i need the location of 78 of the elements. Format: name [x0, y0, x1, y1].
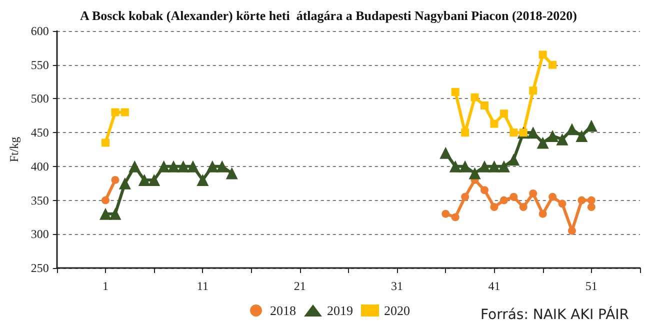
- point: [470, 93, 479, 102]
- point: [488, 160, 500, 172]
- x-tick-label: 21: [294, 279, 306, 293]
- point: [206, 160, 218, 172]
- point: [468, 167, 481, 180]
- point: [451, 88, 460, 96]
- point: [538, 210, 547, 218]
- legend-label: 2018: [270, 303, 296, 318]
- point: [510, 128, 518, 137]
- x-tick-label: 41: [488, 279, 500, 293]
- y-tick-label: 450: [30, 126, 49, 140]
- point: [490, 120, 498, 128]
- point: [459, 160, 472, 172]
- x-tick-label: 31: [391, 279, 404, 293]
- point: [138, 174, 150, 186]
- point: [508, 154, 520, 166]
- point: [587, 196, 596, 204]
- point: [585, 120, 598, 132]
- point: [148, 174, 160, 186]
- y-tick-label: 300: [30, 227, 49, 242]
- point: [196, 174, 209, 186]
- point: [500, 196, 508, 204]
- x-tick-label: 11: [196, 279, 208, 293]
- point: [101, 138, 110, 147]
- point: [111, 108, 120, 116]
- y-tick-label: 500: [30, 92, 49, 106]
- point: [536, 136, 549, 149]
- point: [529, 86, 538, 95]
- point: [480, 101, 489, 110]
- point: [568, 226, 576, 235]
- point: [99, 208, 112, 220]
- point: [480, 186, 489, 194]
- point: [548, 192, 557, 201]
- y-tick-label: 350: [30, 193, 49, 208]
- point: [529, 190, 538, 198]
- point: [440, 146, 452, 159]
- point: [461, 192, 470, 201]
- point: [118, 177, 131, 190]
- point: [500, 110, 508, 118]
- point: [177, 160, 190, 172]
- point: [578, 196, 586, 204]
- point: [158, 160, 170, 172]
- point: [546, 130, 559, 142]
- point: [109, 208, 122, 220]
- x-tick-label: 1: [102, 279, 108, 293]
- legend-label: 2019: [327, 303, 353, 318]
- chart-title: A Bosck kobak (Alexander) körte heti átlagára a Budapesti Nagybani Piacon (2018-2020): [80, 8, 577, 23]
- point: [538, 50, 547, 59]
- legend-label: 2020: [384, 303, 410, 318]
- point: [128, 160, 141, 172]
- point: [111, 176, 120, 184]
- point: [510, 192, 518, 201]
- point: [216, 160, 228, 172]
- point: [186, 160, 199, 172]
- point: [120, 108, 129, 116]
- y-axis-title: Ft/kg: [7, 136, 21, 162]
- point: [519, 203, 528, 212]
- point: [587, 203, 596, 212]
- point: [478, 160, 491, 172]
- point: [558, 200, 566, 208]
- point: [442, 210, 450, 218]
- y-tick-label: 400: [30, 159, 49, 174]
- point: [449, 160, 462, 172]
- point: [576, 130, 588, 142]
- point: [168, 160, 180, 172]
- point: [102, 196, 110, 204]
- y-tick-label: 600: [30, 24, 49, 38]
- point: [556, 133, 568, 146]
- point: [226, 167, 238, 180]
- point: [461, 128, 470, 137]
- point: [451, 213, 460, 222]
- point: [490, 203, 498, 212]
- text: Forrás: NAIK AKI PÁIR: [480, 306, 630, 323]
- y-tick-label: 250: [30, 261, 49, 275]
- point: [498, 160, 510, 172]
- x-tick-label: 51: [585, 279, 598, 293]
- point: [548, 60, 557, 69]
- y-tick-label: 550: [30, 58, 49, 72]
